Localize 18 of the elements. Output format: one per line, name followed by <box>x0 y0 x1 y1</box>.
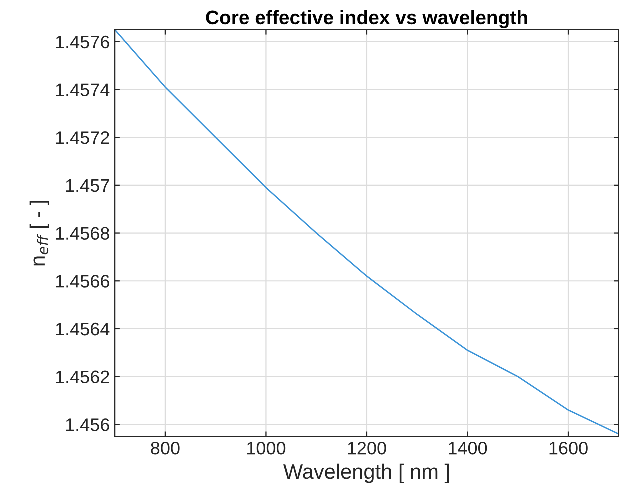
x-tick-label: 1200 <box>348 442 386 455</box>
y-tick-label: 1.4576 <box>56 36 110 49</box>
y-tick-label: 1.4568 <box>56 227 110 240</box>
x-tick-label: 1400 <box>449 442 488 455</box>
y-tick-label: 1.4572 <box>56 132 110 144</box>
y-tick-label: 1.4562 <box>56 370 110 384</box>
line-series <box>115 30 619 435</box>
y-tick-label: 1.4574 <box>56 84 110 96</box>
x-tick-label: 1600 <box>550 442 588 455</box>
y-axis-title: n$_{eff}$ [ - ] <box>30 201 50 266</box>
y-tick-label: 1.456 <box>66 418 110 432</box>
chart-title: Core effective index vs wavelength <box>206 10 528 29</box>
x-tick-label: 1000 <box>248 442 286 455</box>
x-tick-label: 800 <box>151 442 180 455</box>
x-axis-title: Wavelength [ nm ] <box>284 464 450 484</box>
y-tick-label: 1.457 <box>66 180 110 192</box>
y-tick-label: 1.4566 <box>56 275 110 288</box>
y-tick-label: 1.4564 <box>56 322 110 336</box>
